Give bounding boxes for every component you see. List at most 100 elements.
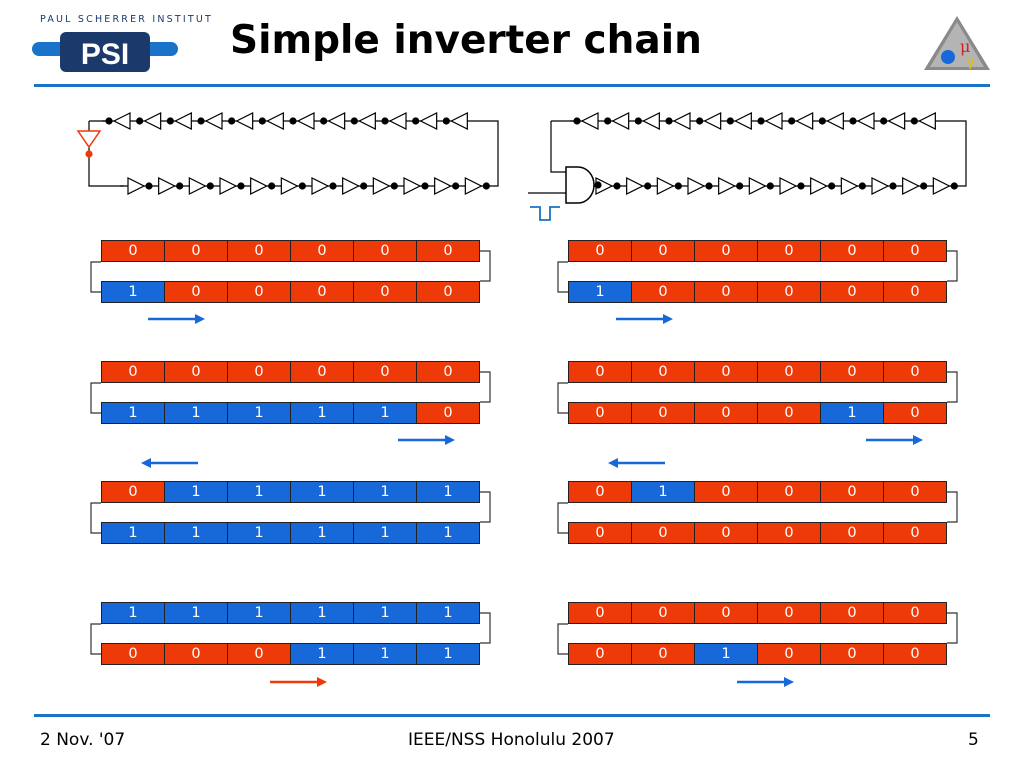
node-dot xyxy=(136,117,144,125)
node-dot xyxy=(766,182,774,190)
node-dot xyxy=(412,117,420,125)
bit-cell: 1 xyxy=(416,602,480,624)
inverter-icon xyxy=(204,112,223,130)
arrow-head xyxy=(195,314,205,324)
bit-cell: 1 xyxy=(353,522,417,544)
bit-cell: 1 xyxy=(101,281,165,303)
bit-cell: 1 xyxy=(101,602,165,624)
arrow-head xyxy=(913,435,923,445)
bit-cell: 0 xyxy=(101,240,165,262)
inverter-icon xyxy=(250,177,269,195)
footer-rule xyxy=(34,714,990,717)
loop-right xyxy=(947,612,958,644)
inverter-icon xyxy=(327,112,346,130)
ring-oscillator-left xyxy=(76,112,499,195)
node-dot xyxy=(482,182,490,190)
and-gate-icon xyxy=(565,166,595,204)
node-dot xyxy=(910,117,918,125)
gate-pulse-icon xyxy=(530,206,560,221)
loop-right xyxy=(947,491,958,523)
footer-page-number: 5 xyxy=(968,730,979,750)
bit-cell: 0 xyxy=(757,643,821,665)
bit-cell: 1 xyxy=(694,643,758,665)
bit-cell: 1 xyxy=(227,481,291,503)
bit-cell: 0 xyxy=(820,240,884,262)
bit-cell: 1 xyxy=(416,481,480,503)
inverter-icon xyxy=(311,177,330,195)
arrow-head xyxy=(317,677,327,687)
inverter-icon xyxy=(871,177,890,195)
arrow-head xyxy=(663,314,673,324)
gated-oscillator-right xyxy=(528,112,967,221)
bit-cell: 0 xyxy=(820,602,884,624)
bit-cell: 1 xyxy=(290,402,354,424)
inverter-icon xyxy=(810,177,829,195)
inverter-icon xyxy=(357,112,376,130)
inverter-icon xyxy=(733,112,752,130)
inverter-icon xyxy=(611,112,630,130)
node-dot xyxy=(696,117,704,125)
inverter-icon xyxy=(748,177,767,195)
inverter-icon xyxy=(887,112,906,130)
bit-cell: 1 xyxy=(290,522,354,544)
inverter-icon xyxy=(626,177,645,195)
node-dot xyxy=(421,182,429,190)
bit-cell: 0 xyxy=(227,361,291,383)
bit-cell: 0 xyxy=(694,361,758,383)
bit-cell: 0 xyxy=(568,481,632,503)
bit-cell: 0 xyxy=(101,643,165,665)
loop-left xyxy=(557,261,568,293)
bit-cell: 1 xyxy=(820,402,884,424)
inverter-icon xyxy=(280,177,299,195)
footer-conference: IEEE/NSS Honolulu 2007 xyxy=(408,730,615,750)
node-dot xyxy=(726,117,734,125)
node-dot xyxy=(950,182,958,190)
bit-cell: 0 xyxy=(883,643,947,665)
node-dot xyxy=(350,117,358,125)
node-dot xyxy=(360,182,368,190)
bit-cell: 0 xyxy=(757,281,821,303)
bit-cell: 1 xyxy=(227,522,291,544)
node-dot xyxy=(442,117,450,125)
bit-cell: 0 xyxy=(631,361,695,383)
bit-cell: 0 xyxy=(820,361,884,383)
bit-cell: 0 xyxy=(631,602,695,624)
node-dot xyxy=(145,182,153,190)
inverter-icon xyxy=(641,112,660,130)
feedback-loops xyxy=(90,250,958,655)
bit-cell: 0 xyxy=(353,361,417,383)
bit-cell: 0 xyxy=(416,281,480,303)
bit-cell: 1 xyxy=(101,402,165,424)
bit-cell: 0 xyxy=(694,481,758,503)
bit-cell: 0 xyxy=(353,281,417,303)
bit-cell: 0 xyxy=(164,643,228,665)
bit-cell: 0 xyxy=(883,522,947,544)
loop-left xyxy=(90,623,101,655)
bit-cell: 0 xyxy=(227,281,291,303)
node-dot xyxy=(644,182,652,190)
bit-cell: 0 xyxy=(883,361,947,383)
node-dot xyxy=(206,182,214,190)
wire xyxy=(550,121,566,173)
bit-cell: 0 xyxy=(820,522,884,544)
loop-left xyxy=(90,261,101,293)
inverter-icon xyxy=(235,112,254,130)
bit-cell: 0 xyxy=(568,402,632,424)
bit-cell: 0 xyxy=(101,481,165,503)
inverter-icon xyxy=(372,177,391,195)
node-dot xyxy=(797,182,805,190)
bit-cell: 0 xyxy=(101,361,165,383)
node-dot xyxy=(828,182,836,190)
inverter-icon xyxy=(932,177,951,195)
inverter-icon xyxy=(703,112,722,130)
bit-cell: 0 xyxy=(883,240,947,262)
corner-triangle-logo: μ γ xyxy=(924,16,990,70)
node-dot xyxy=(289,117,297,125)
